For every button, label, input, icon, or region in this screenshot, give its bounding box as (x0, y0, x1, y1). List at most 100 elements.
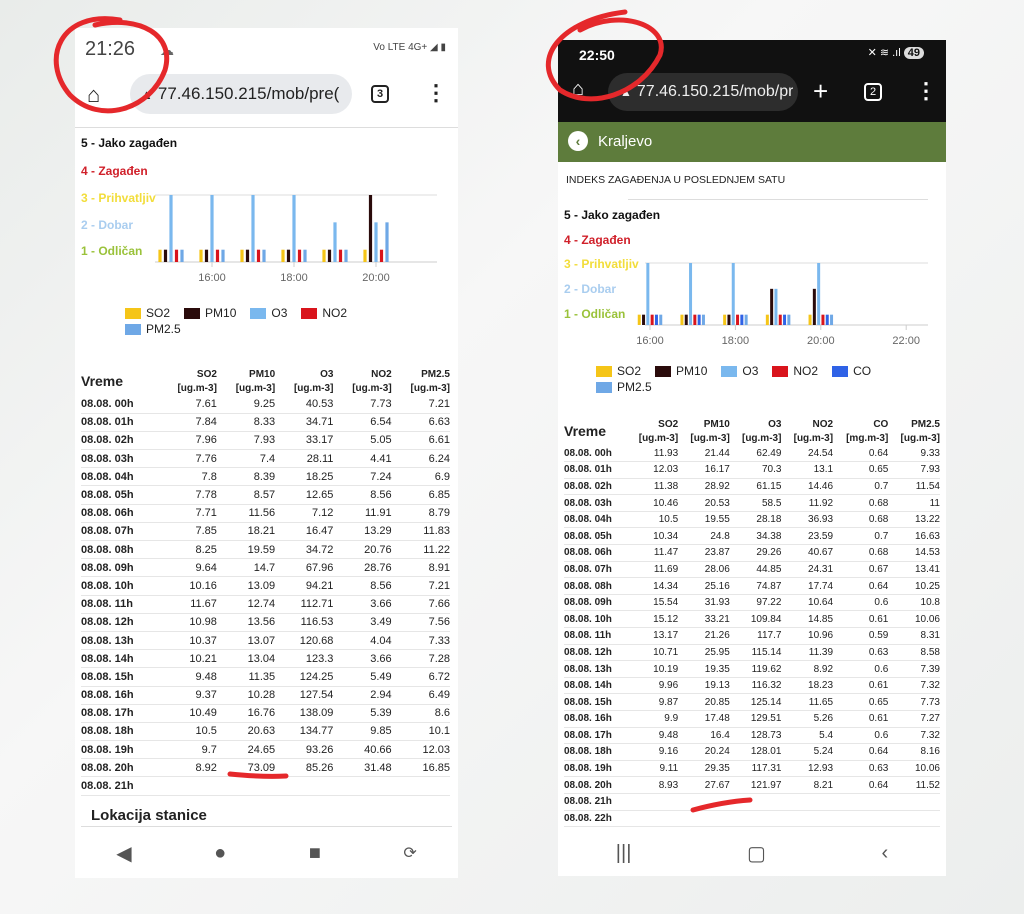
cell-value: 0.64 (833, 445, 889, 463)
rotate-icon[interactable]: ⟳ (403, 845, 417, 862)
battery-level: 49 (903, 47, 924, 59)
cell-value: 28.18 (729, 511, 782, 529)
cell-value: 13.09 (216, 576, 276, 596)
cell-value: 14.7 (216, 558, 276, 578)
legend-label: PM2.5 (146, 322, 181, 336)
cell-value: 9.25 (216, 395, 276, 414)
cell-value: 11.92 (781, 494, 834, 512)
column-header: O3 [ug.m-3] (741, 419, 782, 444)
index-level-2: 2 - Dobar (81, 218, 134, 232)
cell-value: 11.35 (216, 667, 276, 687)
row-time: 08.08. 00h (81, 395, 159, 414)
table-row: 08.08. 14h 9.96 19.13 116.32 18.23 0.61 7.32 (564, 677, 940, 695)
column-header: PM10 [ug.m-3] (235, 369, 276, 394)
cell-value: 34.72 (275, 540, 334, 560)
cell-value: 8.16 (888, 743, 940, 761)
back-icon[interactable]: ‹ (881, 841, 889, 864)
cell-value: 6.72 (391, 667, 450, 687)
cell-value: 121.97 (729, 776, 782, 794)
cell-value: 9.85 (333, 722, 392, 742)
cell-value (678, 793, 730, 811)
home-icon[interactable]: ⌂ (87, 82, 101, 107)
cell-value: 11.52 (888, 776, 940, 794)
status-time: 22:50 (579, 47, 615, 63)
cell-value: 127.54 (275, 686, 334, 705)
recents-icon[interactable]: ■ (308, 841, 321, 864)
menu-icon[interactable]: ⋮ (915, 78, 937, 103)
menu-icon[interactable]: ⋮ (425, 80, 447, 105)
cell-value: 10.1 (391, 722, 450, 742)
row-time: 08.08. 06h (81, 504, 159, 523)
legend-swatch (596, 365, 612, 377)
warning-icon: ▲ (140, 86, 153, 102)
cell-value: 7.71 (158, 504, 217, 523)
row-time: 08.08. 18h (564, 743, 627, 761)
bar-so2-16:00 (637, 314, 641, 325)
cell-value: 8.25 (158, 540, 217, 560)
back-button[interactable]: ‹ (568, 131, 588, 151)
cell-value: 7.85 (158, 522, 217, 542)
divider (75, 127, 458, 128)
cell-value: 10.06 (888, 760, 940, 778)
city-title: Kraljevo (598, 133, 653, 150)
cell-value: 9.7 (158, 740, 217, 760)
legend-item-so2: SO2 (125, 306, 170, 320)
row-time: 08.08. 03h (81, 449, 159, 469)
new-tab-button[interactable]: + (813, 76, 829, 106)
legend-swatch (301, 307, 318, 319)
bar-co-16:00 (654, 314, 658, 325)
cell-value: 61.15 (729, 478, 782, 496)
cell-value: 112.71 (275, 595, 334, 614)
url-bar[interactable]: ▲ 77.46.150.215/mob/pre( (130, 74, 352, 114)
url-bar[interactable]: ▲ 77.46.150.215/mob/pr (608, 73, 798, 111)
cell-value: 7.33 (391, 631, 450, 651)
legend-item-o3: O3 (721, 364, 758, 378)
cell-value: 14.53 (888, 544, 940, 562)
row-time: 08.08. 15h (81, 667, 159, 687)
cell-value: 36.93 (781, 511, 834, 529)
cell-value: 9.64 (158, 558, 217, 578)
cell-value (888, 810, 940, 828)
cell-value: 33.21 (678, 610, 730, 629)
back-icon[interactable]: ◀ (116, 842, 132, 865)
cell-value: 116.32 (729, 677, 782, 695)
cell-value: 10.8 (888, 594, 940, 612)
cell-value: 13.29 (333, 522, 392, 542)
cell-value: 12.74 (216, 595, 276, 614)
tab-count-button[interactable]: 2 (864, 83, 882, 101)
cell-value: 24.65 (216, 740, 276, 760)
cell-value: 0.59 (833, 627, 889, 645)
cell-value: 20.63 (216, 722, 276, 742)
home-circle-icon[interactable]: ● (214, 841, 227, 864)
bar-so2-20:00 (808, 314, 812, 325)
bar-pm2.5-18:00 (744, 314, 748, 325)
cell-value: 0.7 (833, 478, 889, 496)
bar-pm10-19:00 (770, 288, 774, 325)
cell-value: 10.96 (781, 627, 834, 645)
cell-value (781, 810, 834, 828)
home-icon[interactable]: ⌂ (572, 78, 585, 100)
cell-value: 0.61 (833, 677, 889, 695)
cell-value: 40.67 (781, 544, 834, 562)
row-time: 08.08. 13h (564, 660, 627, 678)
cell-value: 58.5 (729, 494, 782, 512)
cell-value: 74.87 (729, 577, 782, 595)
tab-count-button[interactable]: 3 (371, 85, 389, 103)
cell-value: 24.8 (678, 527, 730, 546)
bar-no2-20:00 (379, 249, 384, 262)
table-row: 08.08. 15h 9.87 20.85 125.14 11.65 0.65 7.73 (564, 693, 940, 711)
cell-value: 12.65 (275, 485, 334, 505)
cell-value: 67.96 (275, 558, 334, 578)
bar-pm2.5-19:00 (344, 249, 348, 262)
legend-item-pm10: PM10 (184, 306, 236, 320)
column-header: PM2.5 [ug.m-3] (900, 419, 940, 444)
cell-value: 8.93 (626, 776, 679, 794)
cell-value: 125.14 (729, 693, 782, 711)
cell-value: 9.16 (626, 743, 679, 761)
recents-icon[interactable]: ||| (615, 841, 632, 864)
row-time: 08.08. 13h (81, 631, 159, 651)
cell-value: 7.24 (333, 467, 392, 487)
row-time: 08.08. 21h (81, 776, 159, 796)
home-icon[interactable]: ▢ (747, 842, 766, 865)
row-time: 08.08. 07h (81, 522, 159, 542)
